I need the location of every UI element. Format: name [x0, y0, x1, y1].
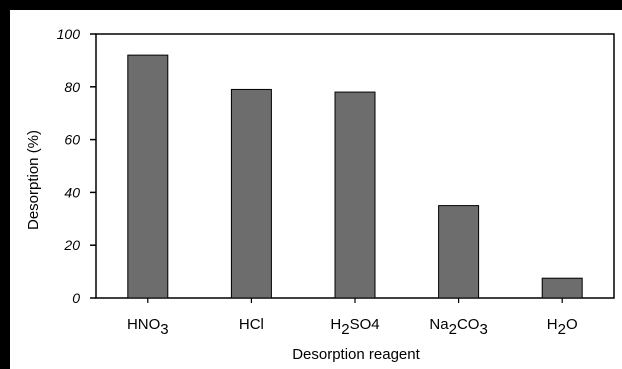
x-tick-label: HNO3	[127, 316, 169, 338]
x-tick-label: HCl	[239, 316, 264, 333]
bar-h2o	[541, 277, 583, 299]
y-tick-label: 60	[64, 132, 80, 148]
x-axis: HNO3 HCl H2SO4 Na2CO3 H2O	[127, 298, 578, 338]
bar-hcl	[230, 88, 272, 299]
x-tick-label: H2SO4	[330, 316, 379, 338]
bars	[127, 54, 583, 299]
chart-panel	[10, 10, 622, 369]
bar-h2so4	[334, 91, 376, 299]
y-tick-label: 0	[72, 290, 80, 306]
y-tick-label: 40	[64, 184, 80, 200]
y-tick-label: 80	[64, 79, 80, 95]
y-tick-label: 20	[63, 237, 80, 253]
y-tick-label: 100	[57, 26, 81, 42]
y-axis-title: Desorption (%)	[25, 130, 42, 230]
x-axis-title: Desorption reagent	[292, 346, 420, 363]
bar-hno3	[127, 54, 169, 299]
bar-na2co3	[438, 205, 480, 299]
y-axis: 0 20 40 60 80 100	[57, 26, 96, 306]
x-tick-label: Na2CO3	[429, 316, 487, 338]
x-tick-label: H2O	[547, 316, 578, 338]
